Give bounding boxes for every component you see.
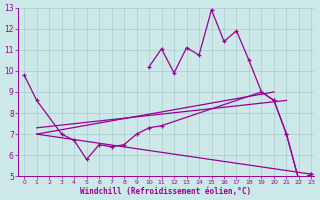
X-axis label: Windchill (Refroidissement éolien,°C): Windchill (Refroidissement éolien,°C) — [80, 187, 252, 196]
